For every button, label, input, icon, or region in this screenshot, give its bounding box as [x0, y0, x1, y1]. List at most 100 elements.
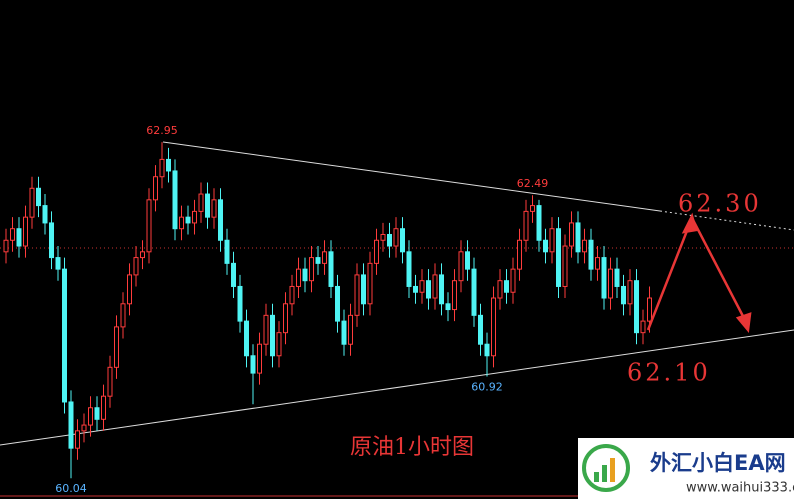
logo-bar	[610, 458, 615, 482]
candle-body	[257, 343, 262, 374]
candle-body	[94, 407, 100, 420]
candle-body	[367, 262, 373, 305]
candle-body	[393, 228, 399, 247]
candle-body	[10, 228, 15, 241]
candle-body	[595, 257, 600, 270]
candle-body	[478, 314, 483, 345]
candle-body	[55, 257, 61, 270]
candle-body	[205, 193, 210, 218]
target-label: 62.10	[627, 359, 711, 387]
candle-body	[49, 222, 54, 259]
candle-body	[276, 332, 282, 357]
candle-body	[497, 280, 503, 299]
candle-body	[114, 326, 119, 368]
candle-body	[445, 303, 451, 311]
candle-body	[16, 228, 22, 247]
candle-body	[328, 251, 334, 287]
candle-body	[354, 274, 360, 316]
candle-body	[23, 216, 28, 247]
candle-body	[627, 280, 633, 305]
candle-body	[270, 314, 275, 357]
candle-body	[302, 268, 308, 282]
watermark-url: www.waihui333.com	[686, 481, 794, 496]
extreme-label: 62.95	[146, 124, 178, 137]
candle-body	[348, 314, 353, 345]
candle-body	[601, 257, 607, 299]
extreme-label: 60.04	[55, 482, 87, 495]
candle-body	[406, 251, 412, 287]
extreme-label: 62.49	[517, 177, 549, 190]
candle-body	[218, 199, 223, 241]
candle-body	[432, 274, 438, 299]
candle-body	[523, 210, 529, 241]
candle-body	[237, 285, 243, 322]
candle-body	[517, 239, 522, 270]
candle-body	[588, 239, 594, 270]
candle-body	[224, 239, 230, 264]
candle-body	[465, 251, 470, 270]
candle-body	[426, 280, 431, 299]
target-label: 62.30	[678, 190, 762, 218]
candle-body	[419, 280, 425, 293]
candle-body	[296, 268, 301, 287]
candles	[3, 142, 652, 479]
candle-body	[640, 320, 646, 334]
candle-body	[244, 320, 249, 357]
logo-ring	[582, 444, 630, 492]
arrow-head	[735, 312, 752, 334]
candle-body	[510, 268, 516, 293]
candle-body	[42, 205, 48, 224]
candle-body	[614, 268, 620, 287]
candle-body	[530, 205, 535, 212]
candle-body	[491, 297, 496, 357]
candle-body	[179, 216, 184, 230]
candle-body	[289, 285, 295, 305]
candle-body	[439, 274, 444, 305]
candle-body	[3, 239, 9, 253]
candle-body	[569, 222, 574, 247]
candle-body	[315, 257, 321, 264]
candle-body	[341, 320, 347, 345]
candle-body	[127, 274, 132, 305]
candle-body	[562, 245, 568, 287]
candle-body	[101, 395, 106, 420]
candle-body	[536, 205, 542, 241]
candle-body	[153, 176, 158, 201]
candle-body	[361, 274, 366, 305]
logo-bar	[602, 465, 607, 482]
candle-body	[621, 285, 626, 305]
watermark: 外汇小白EA网 www.waihui333.com	[578, 438, 794, 499]
candle-body	[283, 303, 288, 334]
candle-body	[556, 228, 561, 287]
candle-body	[400, 228, 405, 253]
candle-body	[140, 251, 145, 259]
candle-body	[309, 257, 314, 282]
arrow-head	[681, 212, 698, 234]
candle-body	[146, 199, 152, 253]
candle-body	[36, 187, 41, 207]
candle-body	[192, 210, 197, 224]
candle-body	[458, 251, 464, 282]
candle-body	[185, 216, 191, 224]
candle-body	[484, 343, 490, 357]
candle-body	[549, 228, 555, 253]
upper-trendline	[162, 141, 661, 212]
candle-body	[159, 158, 165, 178]
candle-body	[263, 314, 269, 345]
candle-body	[575, 222, 581, 253]
candle-body	[387, 233, 392, 247]
candle-body	[68, 401, 74, 449]
candle-body	[634, 280, 639, 334]
candle-body	[543, 239, 548, 253]
candle-body	[647, 297, 652, 322]
candle-body	[582, 239, 587, 253]
candle-body	[211, 199, 217, 218]
lower-trendline	[0, 329, 794, 446]
candle-body	[88, 407, 93, 426]
candle-body	[471, 268, 477, 316]
candle-body	[335, 285, 340, 322]
candle-body	[172, 170, 178, 230]
candle-body	[452, 280, 457, 311]
